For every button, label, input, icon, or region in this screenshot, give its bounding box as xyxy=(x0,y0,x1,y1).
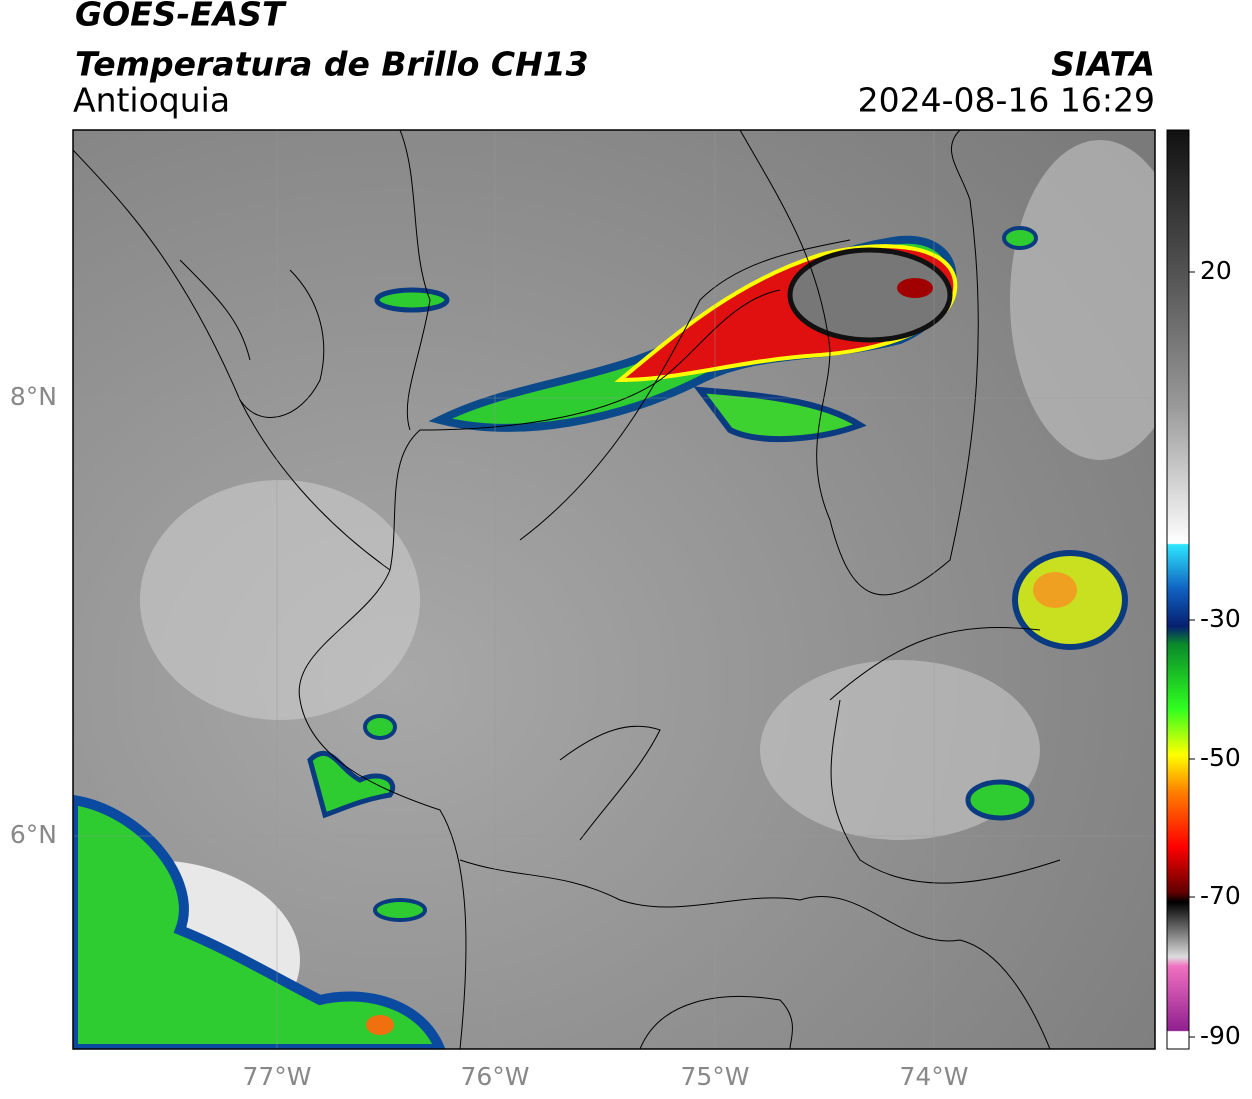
graticule xyxy=(73,130,1155,1049)
lat-label: 8°N xyxy=(10,382,57,411)
colorbar-label: -90 xyxy=(1200,1021,1241,1050)
colorbar-label: 20 xyxy=(1200,256,1232,285)
borders xyxy=(73,130,1061,1049)
lon-label: 76°W xyxy=(460,1062,529,1091)
source: SIATA xyxy=(1051,45,1155,84)
product: Temperatura de Brillo CH13 xyxy=(75,45,589,84)
datetime: 2024-08-16 16:29 xyxy=(858,81,1155,120)
lat-label: 6°N xyxy=(10,820,57,849)
lon-label: 77°W xyxy=(242,1062,311,1091)
colorbar-label: -50 xyxy=(1200,743,1241,772)
lon-label: 75°W xyxy=(680,1062,749,1091)
colorbar-ticks xyxy=(1189,271,1195,1038)
colorbar xyxy=(1166,129,1190,1050)
colorbar-label: -70 xyxy=(1200,881,1241,910)
map-frame xyxy=(72,129,1156,1050)
colorbar-label: -30 xyxy=(1200,604,1241,633)
region: Antioquia xyxy=(73,81,230,120)
satellite: GOES-EAST xyxy=(75,0,287,34)
lon-label: 74°W xyxy=(899,1062,968,1091)
map-image xyxy=(73,130,1155,1049)
